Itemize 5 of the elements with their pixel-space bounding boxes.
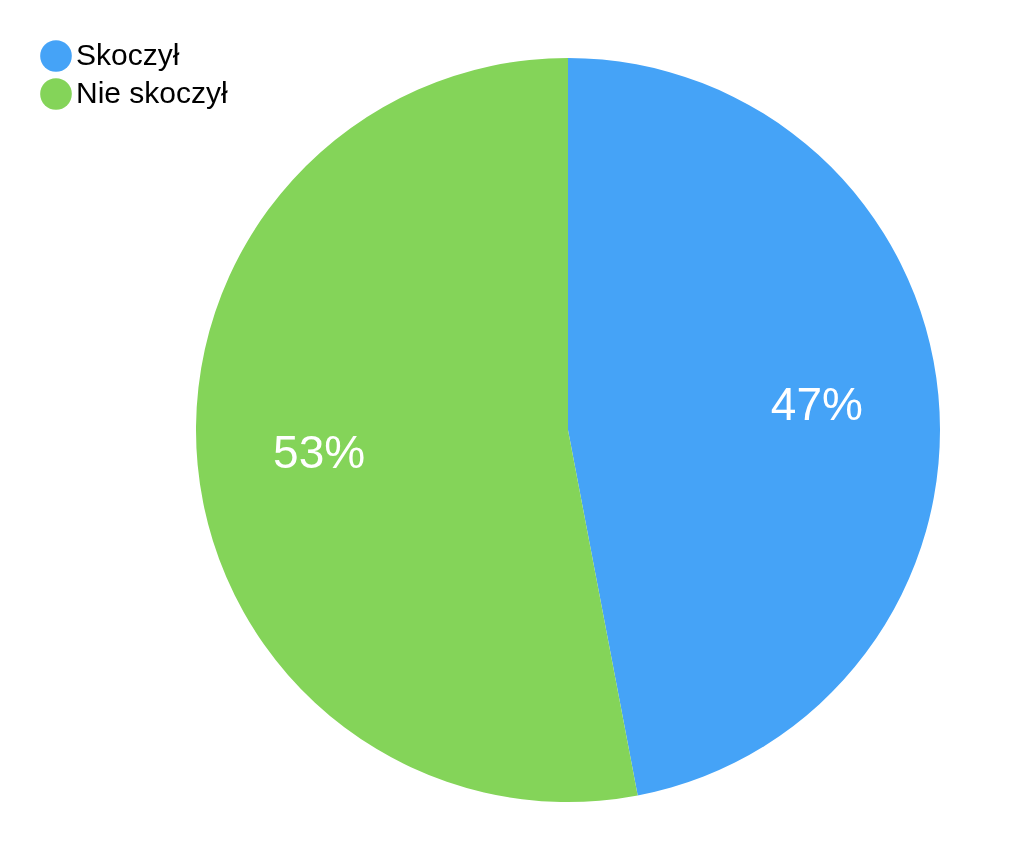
pie-slice	[568, 58, 940, 796]
legend-label: Skoczył	[76, 38, 180, 71]
data-label: 53%	[273, 425, 366, 478]
legend-label: Nie skoczył	[76, 76, 229, 109]
data-label: 47%	[770, 378, 863, 431]
